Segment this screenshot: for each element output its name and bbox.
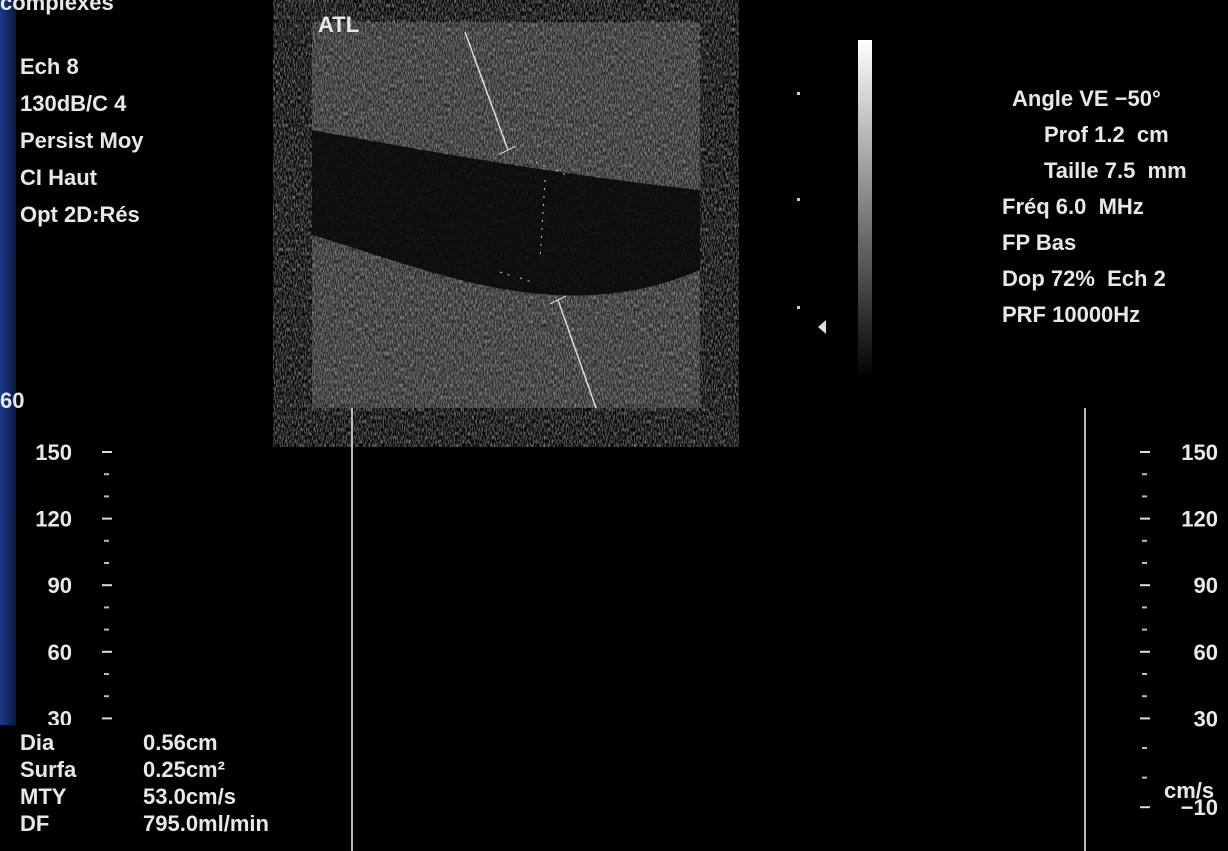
measure-label: DF [20,811,49,836]
param: PRF 10000Hz [1002,302,1140,327]
tick-label: 30 [1194,706,1218,731]
param: Ech 8 [20,54,79,79]
brand: ATL [318,12,359,37]
param: Fréq 6.0 MHz [1002,194,1144,219]
tick-label: 120 [35,507,72,532]
measure-label: Dia [20,730,55,755]
depth-dot [797,92,800,95]
param: Angle VE −50° [1012,86,1161,111]
tick-label: 60 [48,640,72,665]
page: complexes ATL Ech 8 130dB/C 4 Persist Moy C… [0,0,1228,851]
right-params: Angle VE −50° Prof 1.2 cm Taille 7.5 mm Fré… [1002,86,1187,327]
measure-value: 0.25cm² [143,757,225,782]
param: Persist Moy [20,128,144,153]
tick-label: 90 [48,573,72,598]
bmode-image: ATL [312,12,700,408]
tick-label: 150 [35,440,72,465]
param: Prof 1.2 cm [1044,122,1169,147]
measure-label: MTY [20,784,67,809]
axis-unit: cm/s [1164,778,1214,803]
big-label: 60 [0,388,24,413]
param: Taille 7.5 mm [1044,158,1187,183]
slide: complexes ATL Ech 8 130dB/C 4 Persist Moy C… [0,0,1228,851]
measure-label: Surfa [20,757,77,782]
param: Opt 2D:Rés [20,202,140,227]
gray-scale-bar [858,40,872,380]
focus-marker [818,320,826,334]
measure-value: 53.0cm/s [143,784,236,809]
tick-label: 120 [1181,507,1218,532]
param: CI Haut [20,165,98,190]
slide-edge [0,0,16,851]
measure-value: 0.56cm [143,730,218,755]
param: Dop 72% Ech 2 [1002,266,1166,291]
tick-label: 60 [1194,640,1218,665]
measure-value: 795.0ml/min [143,811,269,836]
tick-label: 150 [1181,440,1218,465]
left-params: Ech 8 130dB/C 4 Persist Moy CI Haut Opt 2D:R… [20,54,144,227]
param: 130dB/C 4 [20,91,127,116]
tick-label: 90 [1194,573,1218,598]
depth-dot [797,306,800,309]
depth-dot [797,198,800,201]
param: FP Bas [1002,230,1076,255]
slide-title: complexes [0,0,114,15]
